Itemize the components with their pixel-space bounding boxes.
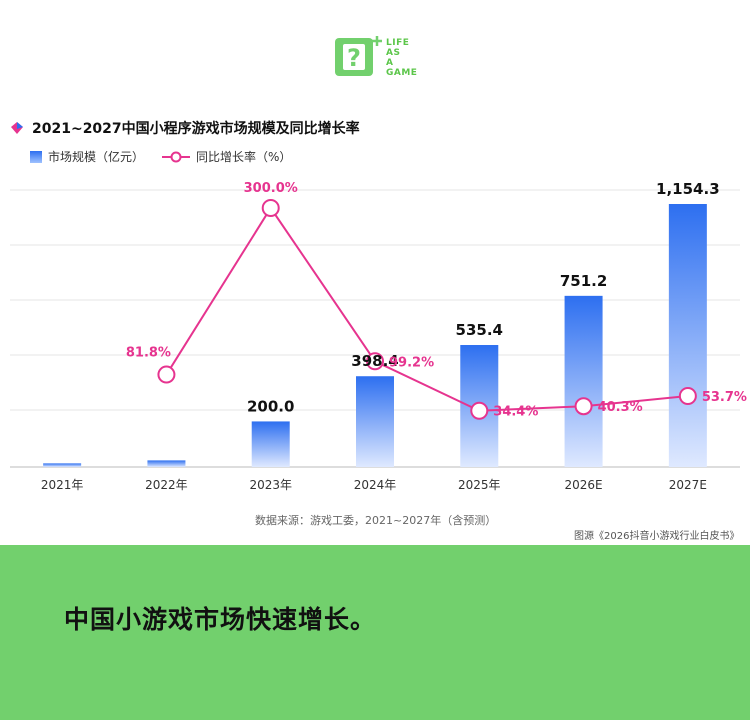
- growth-rate-line: [165, 206, 688, 412]
- bar-5: [564, 295, 603, 467]
- growth-point-5: [574, 397, 593, 416]
- chart-legend: 市场规模（亿元） 同比增长率（%）: [30, 148, 291, 165]
- legend-bar-swatch: [30, 150, 42, 163]
- caption-text: 中国小游戏市场快速增长。: [64, 605, 377, 634]
- bar-0: [43, 463, 82, 467]
- bar-2: [251, 421, 290, 467]
- bar-value-label: 751.2: [560, 272, 607, 290]
- growth-rate-label: 40.3%: [598, 400, 643, 415]
- bar-value-label: 535.4: [456, 321, 503, 339]
- life-as-a-game-logo-icon: ?: [335, 36, 382, 76]
- chart-card: ? LIFE AS A GAME 2021~2027中国小程序游戏市场规模及同比…: [10, 36, 747, 542]
- data-source-note: 数据来源：游戏工委，2021~2027年（含预测）: [255, 514, 497, 527]
- growth-rate-label: 53.7%: [702, 390, 747, 405]
- growth-point-6: [678, 387, 697, 406]
- growth-point-3: [366, 352, 384, 371]
- legend-line-label: 同比增长率（%）: [196, 150, 292, 164]
- bar-1: [147, 460, 186, 467]
- svg-text:?: ?: [347, 44, 361, 72]
- growth-point-4: [470, 401, 489, 420]
- brand-wordmark: LIFE AS A GAME: [386, 38, 418, 78]
- bar-value-label: 398.4: [351, 352, 398, 370]
- x-tick-label: 2024年: [354, 478, 397, 492]
- growth-point-2: [261, 199, 280, 217]
- caption-band: [0, 545, 750, 720]
- x-tick-label: 2021年: [41, 478, 84, 492]
- chart-title: 2021~2027中国小程序游戏市场规模及同比增长率: [32, 121, 360, 137]
- title-diamond-icon: [11, 122, 23, 134]
- x-tick-label: 2025年: [458, 478, 501, 492]
- x-tick-label: 2026E: [565, 478, 603, 492]
- legend-bar-label: 市场规模（亿元）: [48, 150, 145, 164]
- legend-line-swatch: [162, 151, 191, 162]
- x-tick-label: 2022年: [145, 478, 188, 492]
- x-tick-label: 2027E: [669, 478, 707, 492]
- chart-plot: 200.0 398.4 535.4 751.2 1,154.3 81.8% 300.0% 99…: [10, 180, 747, 492]
- growth-rate-label: 99.2%: [389, 355, 434, 370]
- growth-point-1: [157, 365, 176, 384]
- growth-rate-label: 81.8%: [126, 346, 171, 361]
- bar-6: [668, 204, 707, 467]
- bar-value-label: 1,154.3: [656, 180, 720, 198]
- chart-title-row: 2021~2027中国小程序游戏市场规模及同比增长率: [10, 118, 360, 138]
- bar-value-label: 200.0: [247, 397, 294, 415]
- growth-rate-label: 300.0%: [244, 181, 298, 196]
- x-tick-label: 2023年: [249, 478, 292, 492]
- growth-rate-label: 34.4%: [493, 405, 538, 420]
- image-credit: 图源《2026抖音小游戏行业白皮书》: [574, 531, 740, 542]
- bar-3: [356, 376, 394, 467]
